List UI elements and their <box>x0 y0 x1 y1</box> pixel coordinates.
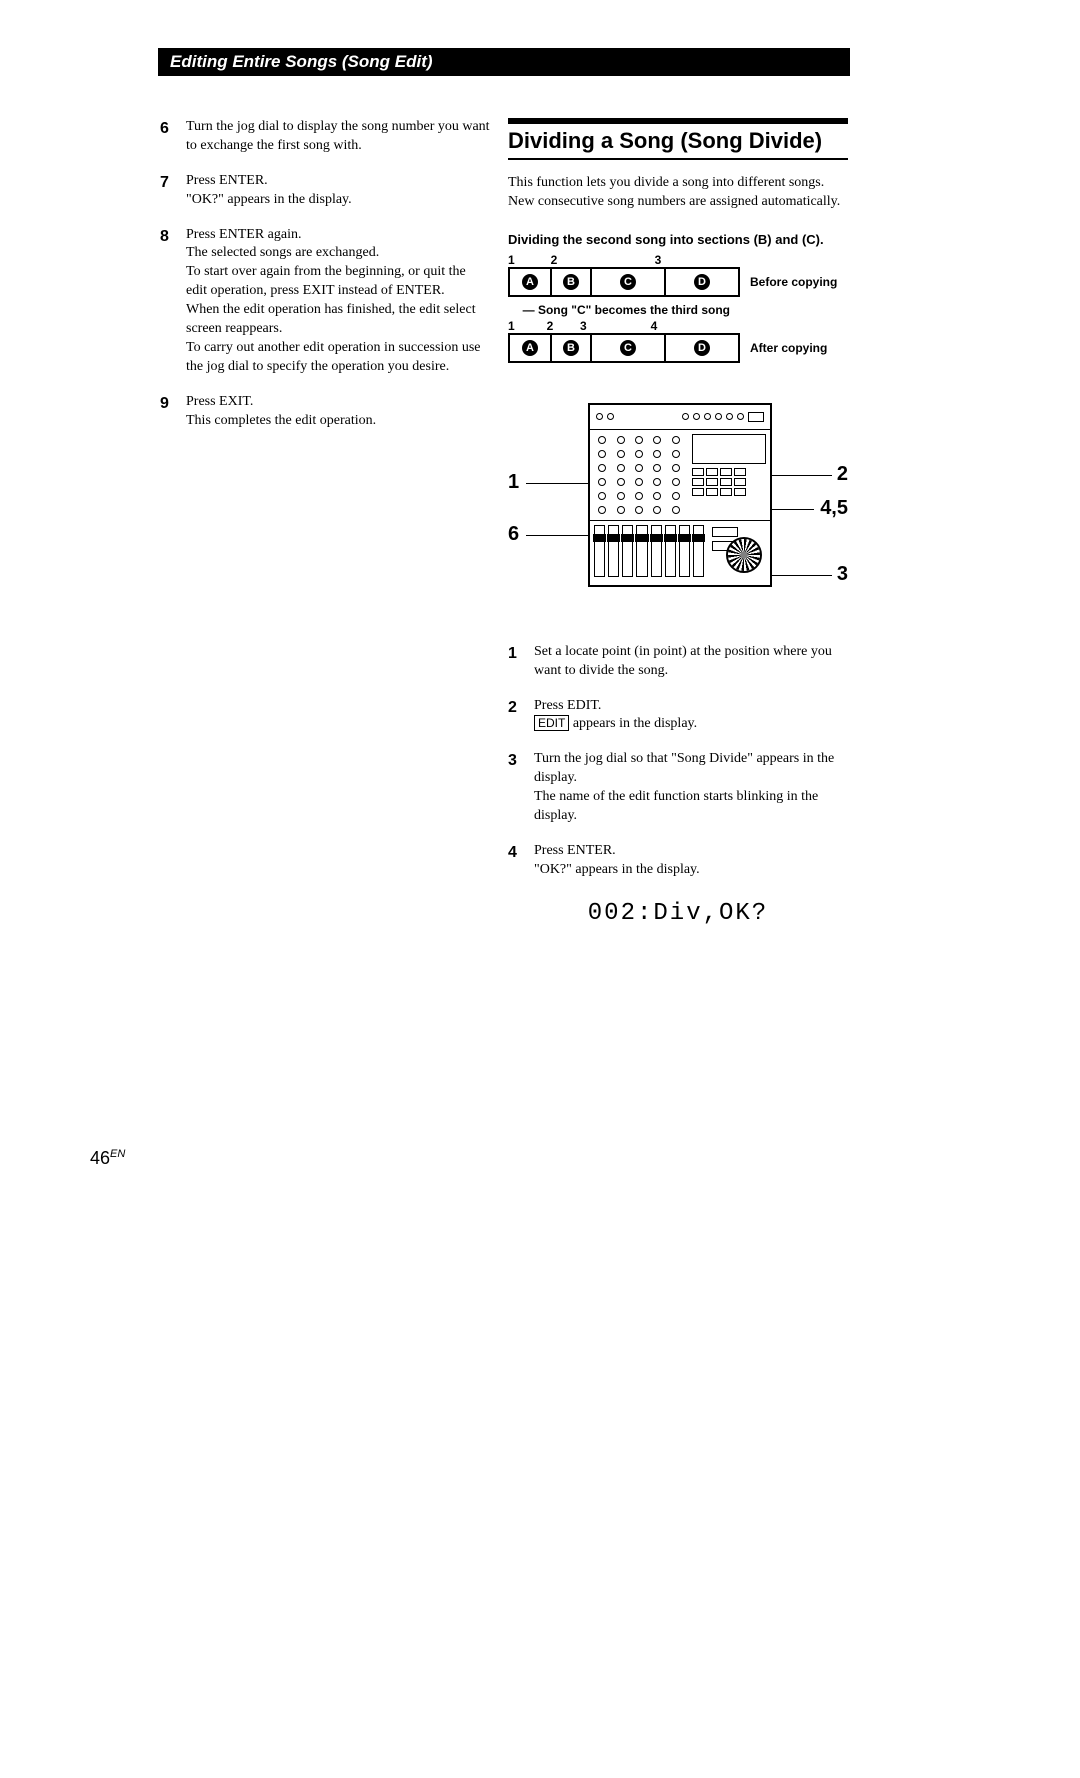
step-num: 7 <box>160 172 186 210</box>
num-2: 2 <box>520 253 588 267</box>
row1-cells: A B C D <box>508 267 740 297</box>
cell-d: D <box>666 269 738 295</box>
callout-1: 1 <box>508 471 519 494</box>
step-body: Press EDIT. EDIT appears in the display. <box>534 697 848 735</box>
callout-2: 2 <box>837 463 848 486</box>
step-r1: 1 Set a locate point (in point) at the p… <box>508 643 848 681</box>
page-number: 46EN <box>90 1148 125 1169</box>
step-r3: 3 Turn the jog dial so that "Song Divide… <box>508 750 848 826</box>
num-3b: 3 <box>580 319 594 333</box>
step-num: 3 <box>508 750 534 826</box>
letter-b2: B <box>563 340 579 356</box>
letter-c2: C <box>620 340 636 356</box>
num-3: 3 <box>588 253 728 267</box>
mid-annot: — Song "C" becomes the third song <box>508 303 740 317</box>
step-num: 1 <box>508 643 534 681</box>
row2-bar: A B C D After copying <box>508 333 848 363</box>
num-1b: 1 <box>508 319 520 333</box>
faders <box>590 521 708 581</box>
step-6: 6 Turn the jog dial to display the song … <box>160 118 490 156</box>
callout-line <box>770 475 832 476</box>
device-bot <box>590 520 770 581</box>
row2-cells: A B C D <box>508 333 740 363</box>
device-box <box>588 403 772 587</box>
step-7: 7 Press ENTER."OK?" appears in the displ… <box>160 172 490 210</box>
mid-annot-text: Song "C" becomes the third song <box>538 303 730 317</box>
step-body: Press EXIT.This completes the edit opera… <box>186 393 490 431</box>
label-after: After copying <box>750 341 827 355</box>
boxed-edit: EDIT <box>534 715 569 731</box>
cell-b2: B <box>552 335 592 361</box>
page-number-value: 46 <box>90 1148 110 1168</box>
lcd <box>692 434 766 464</box>
section-intro: This function lets you divide a song int… <box>508 174 848 212</box>
divide-diagram: 1 2 3 A B C D Before copying — Song "C" … <box>508 253 848 363</box>
step-body: Set a locate point (in point) at the pos… <box>534 643 848 681</box>
section-rule <box>508 118 848 124</box>
num-4b: 4 <box>594 319 714 333</box>
step-body: Press ENTER."OK?" appears in the display… <box>186 172 490 210</box>
step-9: 9 Press EXIT.This completes the edit ope… <box>160 393 490 431</box>
callout-line <box>526 535 588 536</box>
left-column: 6 Turn the jog dial to display the song … <box>160 118 490 446</box>
knob-grid <box>590 430 688 520</box>
jog-area <box>708 521 770 581</box>
step-num: 6 <box>160 118 186 156</box>
row1-bar: A B C D Before copying <box>508 267 848 297</box>
step-num: 9 <box>160 393 186 431</box>
device-mid <box>590 430 770 520</box>
step-body: Press ENTER again.The selected songs are… <box>186 226 490 377</box>
callout-6: 6 <box>508 523 519 546</box>
section-title: Dividing a Song (Song Divide) <box>508 128 848 160</box>
step-body: Press ENTER."OK?" appears in the display… <box>534 842 848 880</box>
diagram-caption: Dividing the second song into sections (… <box>508 232 848 247</box>
cell-c2: C <box>592 335 666 361</box>
text-post: appears in the display. <box>569 716 697 731</box>
text-pre: Press EDIT. <box>534 698 601 713</box>
letter-a: A <box>522 274 538 290</box>
callout-line <box>770 575 832 576</box>
letter-c: C <box>620 274 636 290</box>
letter-b: B <box>563 274 579 290</box>
row2-numbers: 1 2 3 4 <box>508 319 848 333</box>
callout-line <box>770 509 814 510</box>
step-num: 8 <box>160 226 186 377</box>
right-column: Dividing a Song (Song Divide) This funct… <box>508 118 848 927</box>
step-r4: 4 Press ENTER."OK?" appears in the displ… <box>508 842 848 880</box>
cell-a2: A <box>510 335 552 361</box>
letter-d2: D <box>694 340 710 356</box>
cell-a: A <box>510 269 552 295</box>
page-header: Editing Entire Songs (Song Edit) <box>158 48 850 76</box>
lcd-readout: 002:Div,OK? <box>508 900 848 927</box>
cell-b: B <box>552 269 592 295</box>
cell-d2: D <box>666 335 738 361</box>
callout-line <box>526 483 588 484</box>
step-num: 2 <box>508 697 534 735</box>
jog-dial <box>726 537 762 573</box>
step-body: Turn the jog dial to display the song nu… <box>186 118 490 156</box>
screen-area <box>688 430 770 520</box>
letter-d: D <box>694 274 710 290</box>
callout-3: 3 <box>837 563 848 586</box>
step-8: 8 Press ENTER again.The selected songs a… <box>160 226 490 377</box>
letter-a2: A <box>522 340 538 356</box>
step-r2: 2 Press EDIT. EDIT appears in the displa… <box>508 697 848 735</box>
callout-45: 4,5 <box>820 497 848 520</box>
cell-c: C <box>592 269 666 295</box>
page-number-suffix: EN <box>110 1148 125 1160</box>
step-num: 4 <box>508 842 534 880</box>
row1-numbers: 1 2 3 <box>508 253 848 267</box>
device-top <box>590 405 770 430</box>
step-body: Turn the jog dial so that "Song Divide" … <box>534 750 848 826</box>
label-before: Before copying <box>750 275 837 289</box>
num-2b: 2 <box>520 319 580 333</box>
btn-rows <box>692 468 766 496</box>
device-illustration: 1 6 2 4,5 3 <box>508 393 848 603</box>
num-1: 1 <box>508 253 520 267</box>
